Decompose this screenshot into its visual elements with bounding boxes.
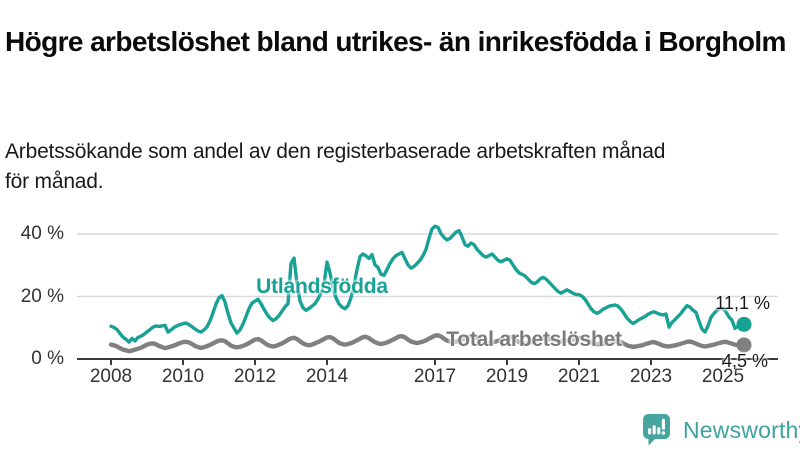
y-tick-label: 0 % <box>31 348 64 369</box>
end-dot-total <box>736 337 752 353</box>
series-line-utlandsfodda <box>109 224 746 344</box>
series-lines <box>108 224 747 354</box>
newsworthy-logo: Newsworthy <box>641 412 800 448</box>
x-tick-label: 2010 <box>161 366 205 387</box>
series-line-total <box>108 333 747 354</box>
x-tick-label: 2017 <box>413 366 457 387</box>
page-title: Högre arbetslöshet bland utrikes- än inr… <box>5 25 786 57</box>
x-tick-label: 2014 <box>305 366 349 387</box>
x-tick-label: 2019 <box>485 366 529 387</box>
series-label-total-arbetsloshet: Total arbetslöshet <box>446 328 622 351</box>
end-value-label-utlandsfodda: 11,1 % <box>715 293 770 313</box>
brand-name: Newsworthy <box>683 416 800 443</box>
x-tick-label: 2025 <box>701 366 745 387</box>
series-end-dots <box>736 316 752 353</box>
x-tick-label: 2012 <box>233 366 277 387</box>
end-dot-utlandsfodda <box>736 316 752 332</box>
newsworthy-logo-icon <box>643 414 670 446</box>
x-tick-label: 2021 <box>557 366 601 387</box>
y-tick-label: 20 % <box>20 285 64 307</box>
y-tick-label: 40 % <box>20 223 64 244</box>
x-tick-label: 2023 <box>629 366 673 387</box>
end-value-label-total: 4,5 % <box>721 351 768 371</box>
x-tick-label: 2008 <box>89 366 133 387</box>
chart-subtitle: Arbetssökande som andel av den registerb… <box>5 140 666 193</box>
gridlines <box>77 233 778 298</box>
x-axis <box>77 358 778 365</box>
series-label-utlandsfodda: Utlandsfödda <box>256 275 388 298</box>
